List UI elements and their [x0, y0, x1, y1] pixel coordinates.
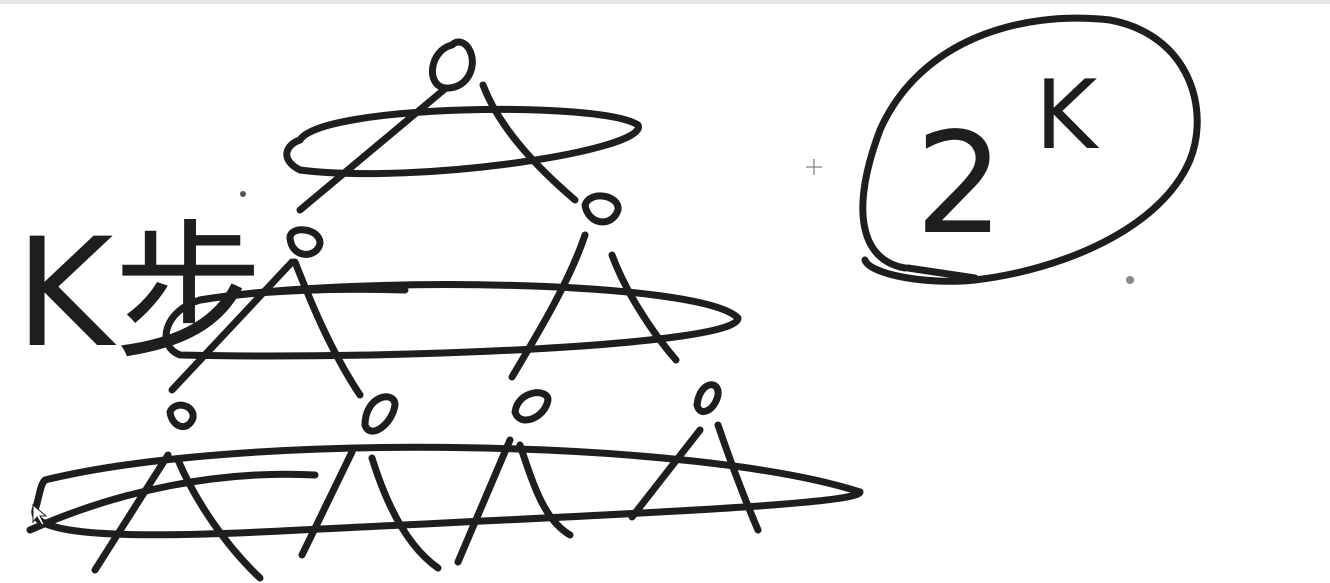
level-ring: [196, 285, 409, 304]
dot: [240, 191, 246, 197]
cursor-crosshair: [806, 159, 822, 175]
edge: [714, 421, 762, 534]
power-exponent: K: [1035, 61, 1100, 171]
top-bar: [0, 0, 1330, 4]
edge: [479, 81, 579, 204]
edge: [368, 454, 442, 572]
node: [166, 401, 197, 430]
node: [693, 381, 722, 415]
edge: [628, 426, 704, 521]
node: [511, 389, 552, 424]
power-base: 2: [915, 103, 1004, 266]
edge: [516, 441, 574, 539]
level-ring: [26, 470, 319, 534]
tree-sketch: [26, 14, 1201, 582]
edge: [291, 258, 364, 399]
edge: [508, 231, 589, 381]
node: [361, 393, 399, 435]
edge: [608, 251, 680, 364]
dot: [1126, 276, 1134, 284]
node: [428, 38, 476, 92]
node: [581, 192, 622, 226]
highlight-ring: [904, 264, 979, 282]
edge: [91, 451, 172, 574]
node: [286, 226, 324, 258]
mouse-pointer: [32, 503, 48, 526]
edge: [298, 448, 356, 559]
edge: [454, 436, 514, 566]
edge: [168, 258, 296, 394]
level-ring: [283, 105, 642, 178]
steps-label: K步: [15, 207, 263, 381]
edge: [174, 456, 264, 582]
level-ring: [162, 281, 742, 360]
edge: [296, 84, 450, 214]
